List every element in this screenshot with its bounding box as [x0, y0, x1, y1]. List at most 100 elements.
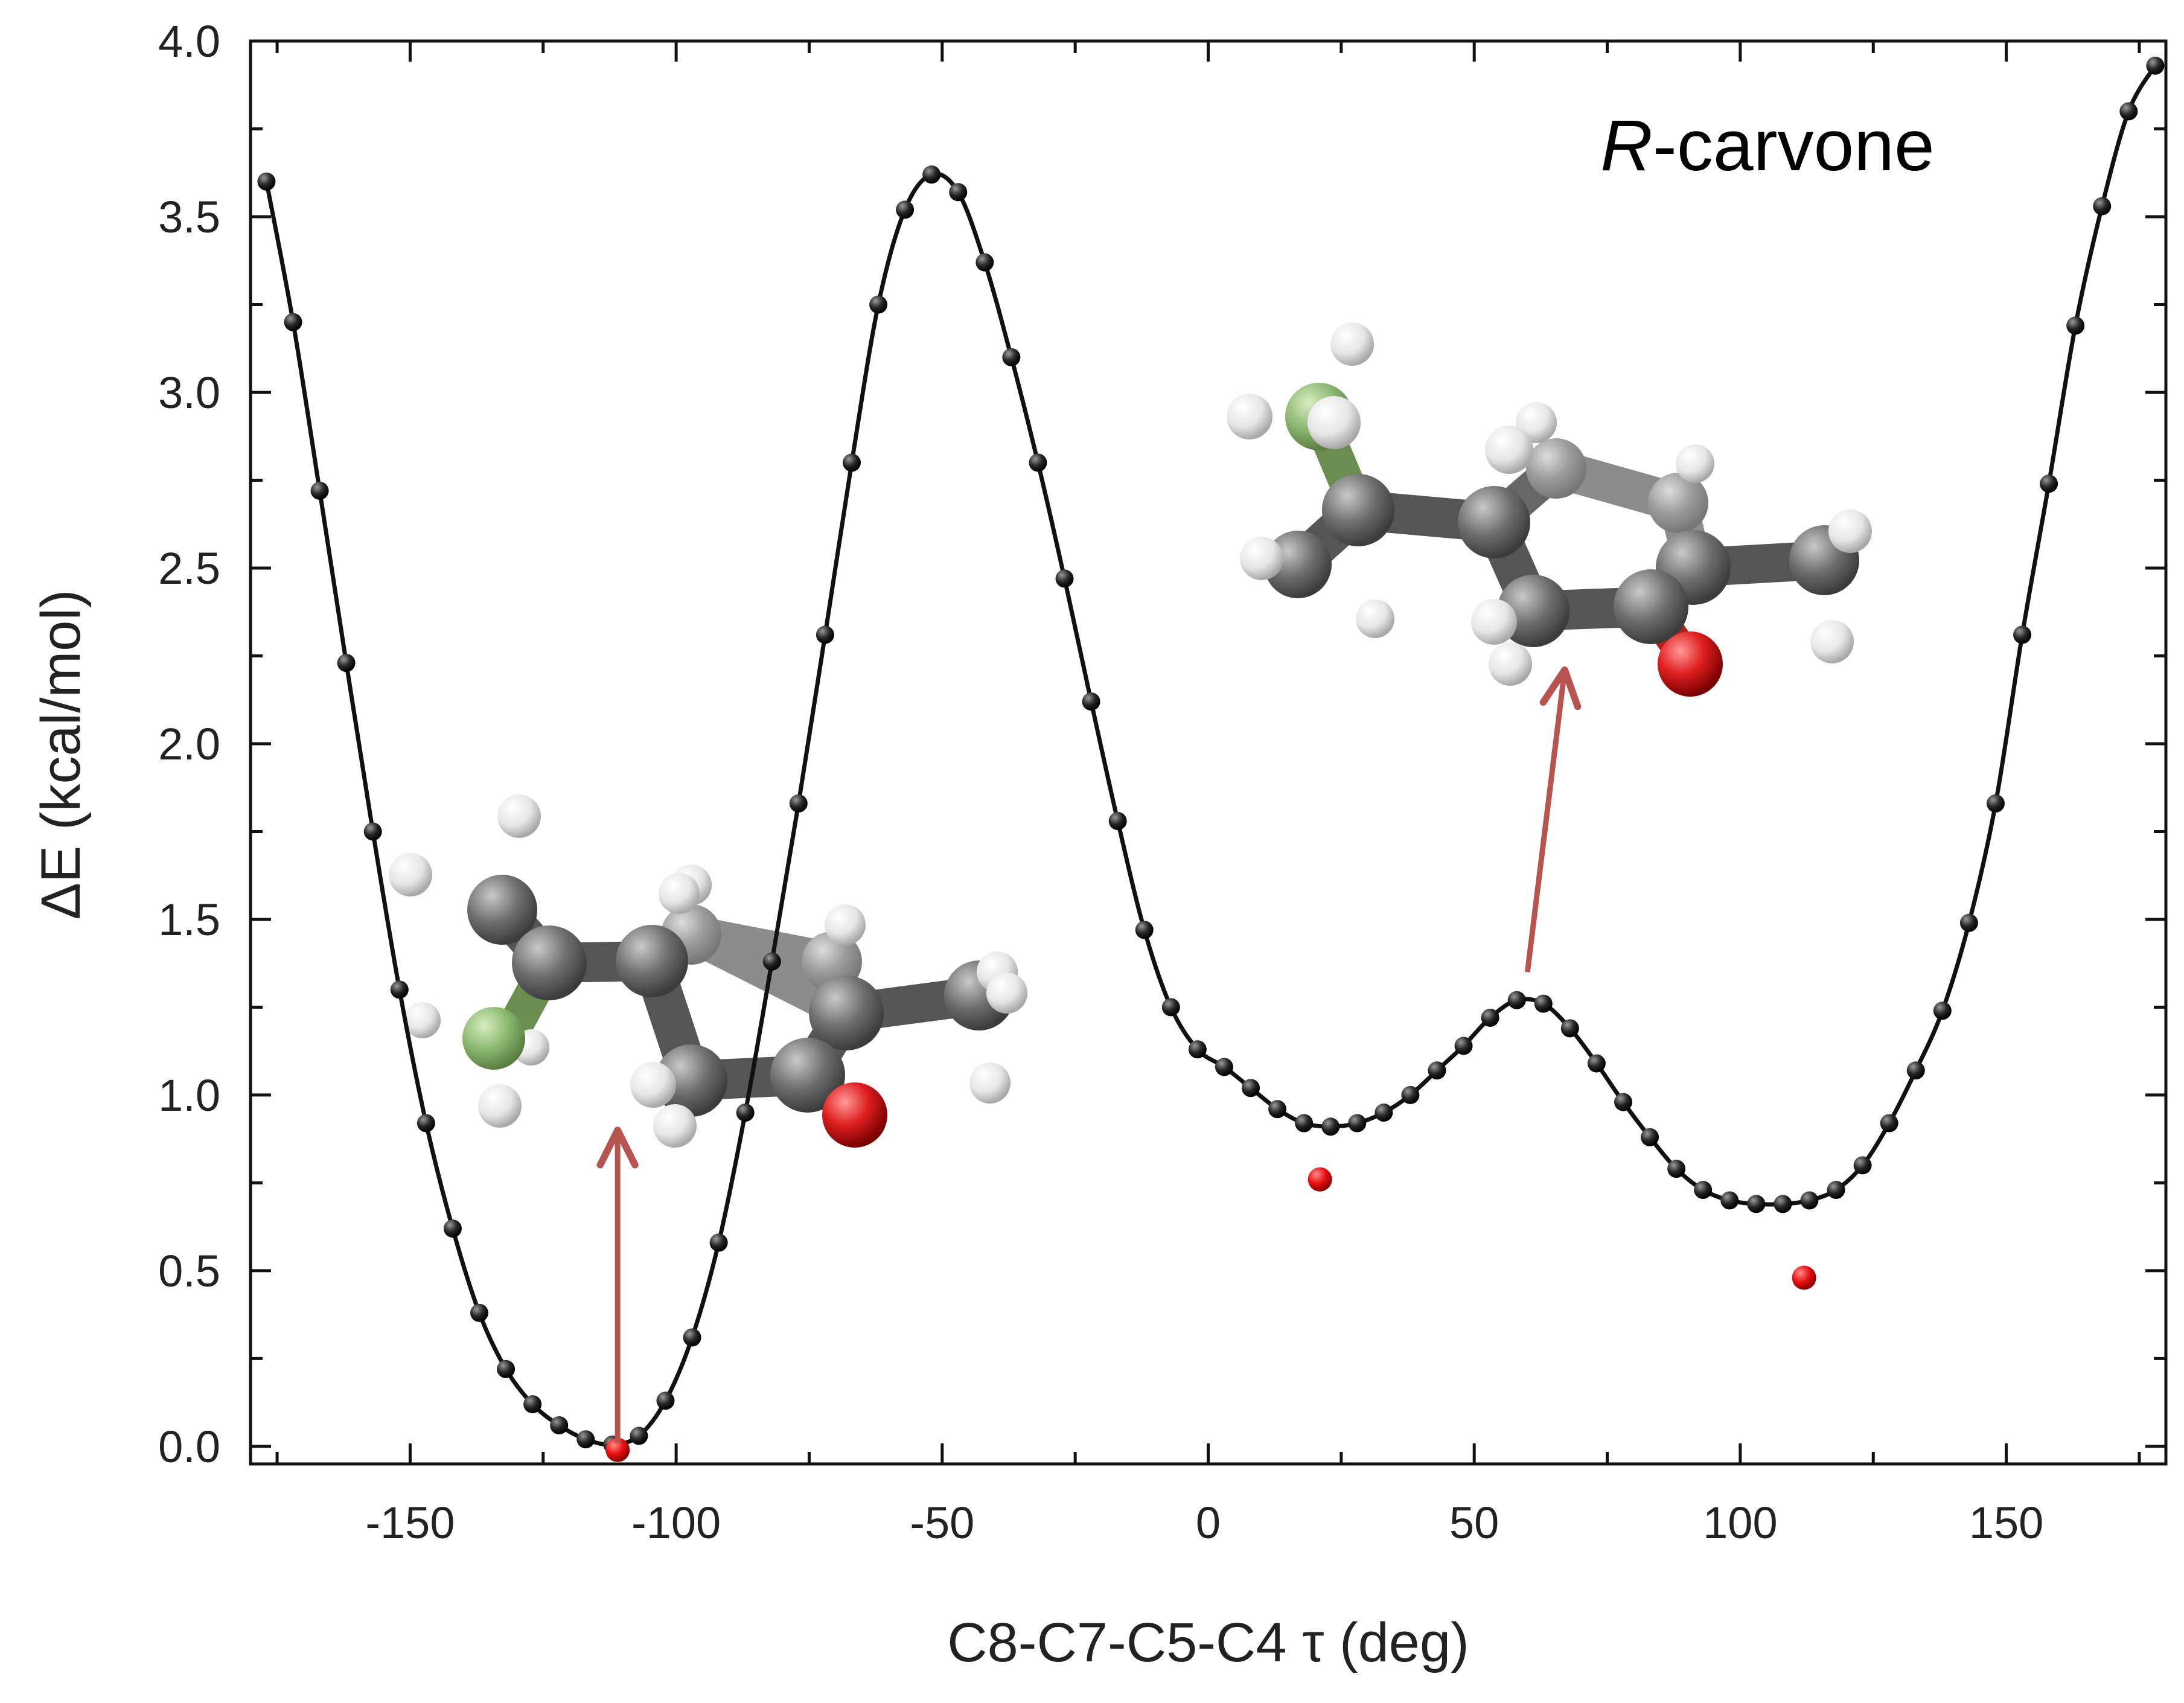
- y-tick-label: 0.5: [158, 1246, 220, 1296]
- series-0-point: [1641, 1128, 1659, 1146]
- series-0-point: [1667, 1160, 1686, 1178]
- series-0-point: [1800, 1191, 1819, 1210]
- series-0-point: [736, 1104, 755, 1122]
- series-0-point: [470, 1303, 488, 1322]
- series-0-point: [1454, 1037, 1473, 1055]
- x-tick-label: -50: [910, 1498, 974, 1548]
- y-tick-label: 3.5: [158, 192, 220, 242]
- series-0-point: [683, 1328, 701, 1347]
- series-0-point: [896, 200, 915, 219]
- series-0-point: [1827, 1181, 1845, 1200]
- conformer-1-model: [389, 794, 1027, 1148]
- x-axis-title: C8-C7-C5-C4 τ (deg): [947, 1612, 1469, 1673]
- series-0-point: [1215, 1058, 1233, 1076]
- series-0-point: [337, 654, 356, 673]
- series-1-point: [1308, 1167, 1332, 1192]
- series-0-point: [1853, 1156, 1872, 1175]
- series-0-point: [869, 295, 888, 314]
- series-0-point: [762, 952, 781, 971]
- series-0-point: [1507, 991, 1526, 1009]
- series-0-point: [1002, 348, 1021, 366]
- series-0-point: [1242, 1079, 1260, 1098]
- x-tick-label: 0: [1196, 1498, 1221, 1548]
- series-0-point: [1029, 453, 1047, 472]
- y-tick-label: 1.5: [158, 895, 220, 945]
- series-0-point: [1108, 811, 1127, 830]
- series-0-point: [1055, 569, 1074, 588]
- series-0-point: [1268, 1100, 1287, 1119]
- series-0-point: [2013, 625, 2032, 644]
- series-1-point: [605, 1437, 630, 1462]
- series-0-point: [2093, 197, 2112, 216]
- y-tick-label: 3.0: [158, 368, 220, 418]
- series-0-point: [630, 1427, 648, 1445]
- series-0-point: [2066, 316, 2085, 335]
- series-0-point: [842, 453, 861, 472]
- series-0-point: [1959, 913, 1978, 932]
- series-0-point: [1375, 1104, 1393, 1122]
- series-0-point: [1534, 994, 1553, 1013]
- series-0-point: [1720, 1191, 1739, 1210]
- annotation-italic: R: [1600, 105, 1653, 186]
- y-tick-label: 0.0: [158, 1422, 220, 1472]
- series-0-point: [443, 1219, 462, 1238]
- y-tick-label: 2.5: [158, 543, 220, 593]
- axes: -150 -100 -50 0 50 100 150 0.0 0.5 1.0 1.5 2.0 2.5 3.…: [30, 16, 2168, 1673]
- series-0-point: [1906, 1061, 1925, 1080]
- series-0-point: [310, 481, 329, 500]
- series-0-point: [1481, 1008, 1499, 1027]
- series-0-point: [1880, 1114, 1898, 1133]
- conformer-2-model: [1227, 322, 1872, 697]
- series-0-point: [2040, 474, 2058, 493]
- series-0-point: [789, 794, 808, 813]
- series-0-point: [656, 1391, 675, 1410]
- series-0-point: [1560, 1019, 1579, 1038]
- series-0-point: [417, 1114, 435, 1133]
- series-0-point: [975, 253, 994, 272]
- x-tick-label: 50: [1449, 1498, 1499, 1548]
- y-tick-label: 2.0: [158, 719, 220, 769]
- series-0-point: [576, 1430, 595, 1449]
- series-0-point: [284, 313, 302, 331]
- series-0-point: [1774, 1195, 1792, 1213]
- y-tick-label: 1.0: [158, 1070, 220, 1120]
- series-0-point: [1401, 1085, 1420, 1104]
- series-0-point: [257, 172, 276, 191]
- x-tick-label: -150: [365, 1498, 455, 1548]
- series-0-point: [1295, 1114, 1314, 1133]
- series-0-point: [2146, 56, 2165, 75]
- series-0-point: [1587, 1054, 1606, 1073]
- series-0-point: [363, 822, 382, 841]
- series-0-point: [949, 183, 968, 202]
- series-0-point: [1986, 794, 2005, 813]
- series-0-point: [1321, 1117, 1340, 1136]
- series-0-point: [1933, 1002, 1952, 1020]
- x-tick-label: -100: [631, 1498, 721, 1548]
- series-0-point: [1747, 1195, 1766, 1213]
- series-0-point: [1082, 692, 1100, 711]
- series-1-point: [1792, 1265, 1816, 1290]
- series-0-point: [816, 625, 834, 644]
- x-tick-label: 100: [1703, 1498, 1777, 1548]
- series-0-point: [550, 1416, 569, 1434]
- annotation-rest: -carvone: [1653, 105, 1935, 186]
- series-0-point: [1161, 998, 1180, 1017]
- y-axis-title: ΔE (kcal/mol): [30, 589, 92, 919]
- plot-frame: [249, 39, 2168, 1466]
- annotation-label: R-carvone: [1600, 105, 1935, 186]
- series-0-point: [1188, 1040, 1207, 1059]
- series-0-point: [523, 1395, 542, 1414]
- series-0-line: [264, 64, 2157, 1447]
- arrow-1: [1524, 666, 1582, 973]
- series-0-point: [709, 1233, 728, 1252]
- series-0-point: [1614, 1093, 1632, 1111]
- series-0-point: [1348, 1114, 1367, 1133]
- series-0-point: [1694, 1181, 1713, 1200]
- series-0-point: [1135, 921, 1154, 939]
- plot-area: [257, 56, 2165, 1462]
- series-0-point: [1428, 1061, 1446, 1080]
- series-0-point: [497, 1360, 516, 1378]
- x-tick-label: 150: [1969, 1498, 2043, 1548]
- y-tick-label: 4.0: [158, 16, 220, 66]
